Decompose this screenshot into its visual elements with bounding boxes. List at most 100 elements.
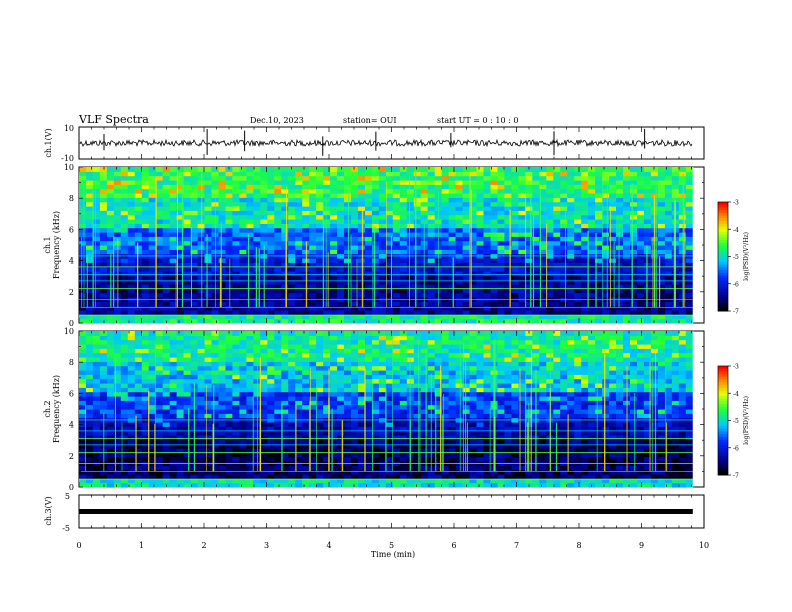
spectrogram-cell xyxy=(239,175,247,181)
spectrogram-cell xyxy=(316,478,324,484)
spectrogram-cell xyxy=(413,292,422,298)
spectrogram-cell xyxy=(504,232,512,237)
spectrogram-cell xyxy=(162,279,171,285)
ch1-ytick-top: 10 xyxy=(64,124,74,133)
spectrogram-cell xyxy=(560,478,568,484)
spectrogram-cell xyxy=(260,206,268,211)
spectrogram-cell xyxy=(365,206,373,211)
spectrogram-cell xyxy=(127,310,136,315)
spectrogram-cell xyxy=(399,227,408,233)
spectrogram-cell xyxy=(295,435,303,440)
spectrogram-cell xyxy=(385,266,394,272)
spectrogram-cell xyxy=(211,452,220,458)
spectrogram-cell xyxy=(274,180,282,185)
spectrogram-cell xyxy=(106,465,115,471)
spectrogram-cell xyxy=(588,171,596,177)
spectrogram-cell xyxy=(574,188,582,194)
spectrogram-cell xyxy=(553,279,561,285)
spectrogram-cell xyxy=(511,288,519,294)
spectrogram-cell xyxy=(490,227,499,233)
spectrogram-cell xyxy=(616,249,624,255)
spectrogram-cell xyxy=(155,456,164,462)
spectrogram-cell xyxy=(99,478,108,484)
spectrogram-cell xyxy=(183,443,192,449)
spectrogram-cell xyxy=(497,482,506,488)
spectrogram-cell xyxy=(650,305,659,311)
spectrogram-cell xyxy=(106,456,115,462)
spectrogram-cell xyxy=(92,188,101,194)
spectrogram-cell xyxy=(148,240,157,246)
spectrogram-cell xyxy=(260,175,268,181)
spectrogram-cell xyxy=(497,197,506,203)
spectrogram-cell xyxy=(399,443,408,449)
spectrogram-cell xyxy=(302,214,310,220)
spectrogram-cell xyxy=(448,435,457,440)
spectrogram-cell xyxy=(462,288,471,294)
spectrogram-cell xyxy=(441,227,450,233)
spectrogram-cell xyxy=(378,201,387,207)
spectrogram-cell xyxy=(316,435,324,440)
spectrogram-cell xyxy=(650,318,659,324)
spectrogram-cell xyxy=(441,314,450,320)
spectrogram-cell xyxy=(344,249,352,255)
spectrogram-cell xyxy=(630,469,638,475)
spectrogram-cell xyxy=(490,167,499,172)
spectrogram-cell xyxy=(623,275,631,281)
spectrogram-cell xyxy=(120,193,129,198)
spectrogram-cell xyxy=(511,175,519,181)
spectrogram-cell xyxy=(643,478,652,484)
spectrogram-cell xyxy=(448,310,457,315)
spectrogram-cell xyxy=(190,474,199,479)
spectrogram-cell xyxy=(469,232,478,237)
spectrogram-cell xyxy=(113,478,122,484)
spectrogram-cell xyxy=(351,266,359,272)
spectrogram-cell xyxy=(602,214,610,220)
spectrogram-cell xyxy=(337,318,345,324)
spectrogram-cell xyxy=(232,184,240,190)
spectrogram-cell xyxy=(246,435,254,440)
spectrogram-cell xyxy=(602,266,610,272)
spectrogram-cell xyxy=(392,258,401,263)
spectrogram-cell xyxy=(657,245,666,250)
spectrogram-cell xyxy=(609,422,617,427)
spectrogram-cell xyxy=(434,175,443,181)
spectrogram-cell xyxy=(113,167,122,172)
ch1-frequency-ylabel: Frequency (kHz) xyxy=(52,211,61,279)
spectrogram-cell xyxy=(595,478,603,484)
spectrogram-cell xyxy=(309,301,317,307)
spectrogram-cell xyxy=(441,443,450,449)
spectrogram-cell xyxy=(448,227,457,233)
spectrogram-cell xyxy=(358,310,366,315)
spectrogram-cell xyxy=(183,266,192,272)
spectrogram-cell xyxy=(246,180,254,185)
spectrogram-cell xyxy=(134,284,143,289)
spectrogram-cell xyxy=(113,193,122,198)
spectrogram-cell xyxy=(169,197,178,203)
spectrogram-cell xyxy=(623,197,631,203)
spectrogram-cell xyxy=(358,214,366,220)
spectrogram-cell xyxy=(134,474,143,479)
spectrogram-cell xyxy=(546,175,554,181)
spectrogram-cell xyxy=(358,426,366,432)
spectrogram-cell xyxy=(602,435,610,440)
spectrogram-cell xyxy=(420,210,429,216)
spectrogram-cell xyxy=(546,171,554,177)
spectrogram-cell xyxy=(141,201,150,207)
spectrogram-cell xyxy=(267,482,275,488)
spectrogram-cell xyxy=(671,435,680,440)
spectrogram-cell xyxy=(232,413,240,419)
spectrogram-cell xyxy=(218,452,227,458)
spectrogram-cell xyxy=(476,227,485,233)
spectrogram-cell xyxy=(483,422,492,427)
spectrogram-cell xyxy=(532,266,540,272)
spectrogram-cell xyxy=(141,318,150,324)
spectrogram-cell xyxy=(448,482,457,488)
spectrogram-cell xyxy=(162,456,171,462)
spectrogram-cell xyxy=(427,284,436,289)
spectrogram-cell xyxy=(106,448,115,453)
spectrogram-cell xyxy=(441,430,450,436)
spectrogram-cell xyxy=(657,214,666,220)
spectrogram-cell xyxy=(99,249,108,255)
spectrogram-cell xyxy=(371,197,380,203)
spectrogram-cell xyxy=(253,206,261,211)
